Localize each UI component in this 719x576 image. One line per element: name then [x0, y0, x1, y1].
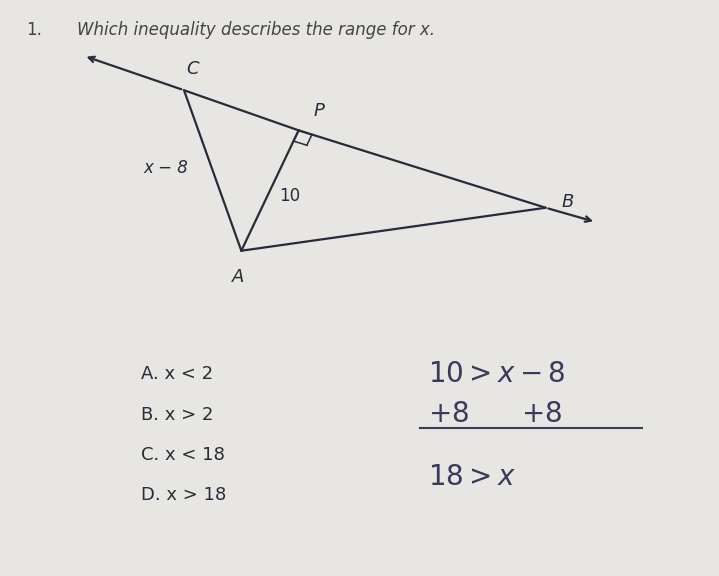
Text: $+8$: $+8$ [521, 400, 562, 428]
Text: x − 8: x − 8 [144, 158, 188, 177]
Text: P: P [313, 102, 324, 120]
Text: B. x > 2: B. x > 2 [141, 406, 214, 423]
Text: D. x > 18: D. x > 18 [141, 486, 226, 504]
Text: 10: 10 [280, 187, 301, 205]
Text: B: B [561, 193, 573, 211]
Text: C. x < 18: C. x < 18 [141, 446, 225, 464]
Text: 1.: 1. [27, 21, 42, 39]
Text: A. x < 2: A. x < 2 [141, 365, 213, 384]
Text: $+8$: $+8$ [428, 400, 469, 428]
Text: $18>x$: $18>x$ [428, 463, 516, 491]
Text: $10>x-8$: $10>x-8$ [428, 359, 565, 388]
Text: C: C [186, 60, 199, 78]
Text: Which inequality describes the range for x.: Which inequality describes the range for… [77, 21, 434, 39]
Text: A: A [232, 268, 244, 286]
